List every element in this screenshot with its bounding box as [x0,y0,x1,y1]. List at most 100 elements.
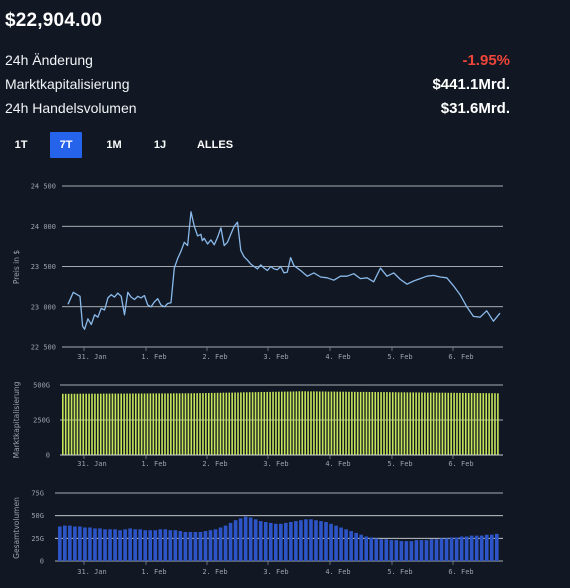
mcap-x-tick: 3. Feb [263,460,288,468]
mcap-bar [356,391,359,455]
mcap-bar [213,392,216,455]
volume-bar [208,530,213,561]
volume-bar [484,534,489,561]
volume-x-tick: 6. Feb [448,568,473,576]
mcap-bar [88,393,90,455]
volume-bar [404,541,409,561]
volume-bar [238,518,243,561]
tab-7t[interactable]: 7T [50,132,82,158]
mcap-bar [354,391,356,455]
price-y-tick: 22 500 [31,344,56,352]
mcap-bar [292,391,295,455]
volume-bar [248,517,253,561]
volume-bar [279,523,283,561]
volume-y-axis-title: Gesamtvolumen [12,497,21,559]
mcap-bar [94,393,96,455]
mcap-bar [415,392,417,455]
tab-1m[interactable]: 1M [106,139,122,151]
mcap-bar [327,391,330,455]
mcap-bar [283,391,286,455]
mcap-bar [497,393,499,455]
mcap-x-tick: 31. Jan [77,460,107,468]
volume-bar [93,528,97,561]
mcap-bar [470,393,473,455]
mcap-bar [99,393,102,455]
mcap-bar [316,391,318,455]
volume-bar [289,522,293,561]
volume-x-tick: 2. Feb [202,568,227,576]
mcap-bar [453,392,455,455]
mcap-bar [427,392,429,455]
mcap-bar [324,391,327,455]
mcap-bar [117,393,120,455]
mcap-bar [143,393,146,455]
volume-bar [479,535,484,561]
volume-bar [424,540,429,561]
mcap-bar [263,392,266,455]
volume-y-tick: 25G [31,535,44,543]
volume-bar [218,527,223,561]
mcap-bar [380,392,382,455]
volume-bar [58,526,62,561]
mcap-bar [348,391,350,455]
volume-bar [419,540,424,561]
mcap-bar [289,391,292,455]
volume-bar [349,531,353,561]
market-cap-chart[interactable]: 500G 250G 0 Marktkapitalisierung 31. Jan 1. F… [12,381,503,468]
price-x-tick: 5. Feb [387,353,412,361]
volume-chart[interactable]: 75G 50G 25G 0 Gesamtvolumen 31. Jan 1. Feb 2. F… [12,490,503,577]
mcap-y-tick: 500G [33,382,50,390]
mcap-bar [73,393,76,455]
mcap-bar [429,392,432,455]
mcap-bar [281,391,283,455]
mcap-bar [85,393,87,455]
mcap-bar [161,393,163,455]
volume-bar [243,516,248,561]
price-y-tick: 23 500 [31,263,56,271]
mcap-bar [351,391,353,455]
volume-bar [409,541,414,561]
mcap-bar [152,393,155,455]
mcap-bar [266,391,268,455]
tab-1t[interactable]: 1T [14,139,28,151]
volume-bar [369,537,374,561]
mcap-bar [210,392,213,455]
price-x-tick: 6. Feb [448,353,473,361]
volume-bar [78,526,82,561]
price-chart[interactable]: 24 500 24 000 23 500 23 000 22 500 Preis in $… [12,183,503,362]
mcap-y-axis-title: Marktkapitalisierung [12,381,21,458]
volume-bar [253,519,258,561]
stat-label-24h-volume: 24h Handelsvolumen [5,100,137,116]
mcap-bar [123,393,125,455]
mcap-bar [222,392,225,455]
tab-alles[interactable]: ALLES [196,139,234,151]
tab-1j[interactable]: 1J [153,139,167,151]
volume-bar [494,533,499,561]
mcap-bar [456,392,458,455]
mcap-bar [248,392,251,455]
mcap-bar [409,392,412,455]
mcap-bar [129,393,131,455]
mcap-bar [260,392,263,455]
volume-bar [98,528,102,561]
volume-x-tick: 4. Feb [325,568,350,576]
mcap-bar [234,392,236,455]
volume-bar [299,520,303,561]
mcap-bar [172,393,175,455]
price-y-axis-title: Preis in $ [12,250,21,285]
mcap-bar [62,393,64,455]
volume-bar [123,529,127,561]
mcap-bar [254,392,257,455]
mcap-bar [76,393,79,455]
price-y-tick: 24 500 [31,183,56,191]
volume-bar [68,525,72,561]
stat-row-24h-change: 24h Änderung -1.95% [5,52,510,72]
stat-label-market-cap: Marktkapitalisierung [5,76,130,92]
mcap-bar [135,393,137,455]
volume-bar [178,531,183,561]
price-y-tick: 24 000 [31,223,56,231]
volume-bar [379,539,384,561]
volume-bar [128,528,132,561]
mcap-x-tick: 4. Feb [325,460,350,468]
mcap-bar [432,392,435,455]
